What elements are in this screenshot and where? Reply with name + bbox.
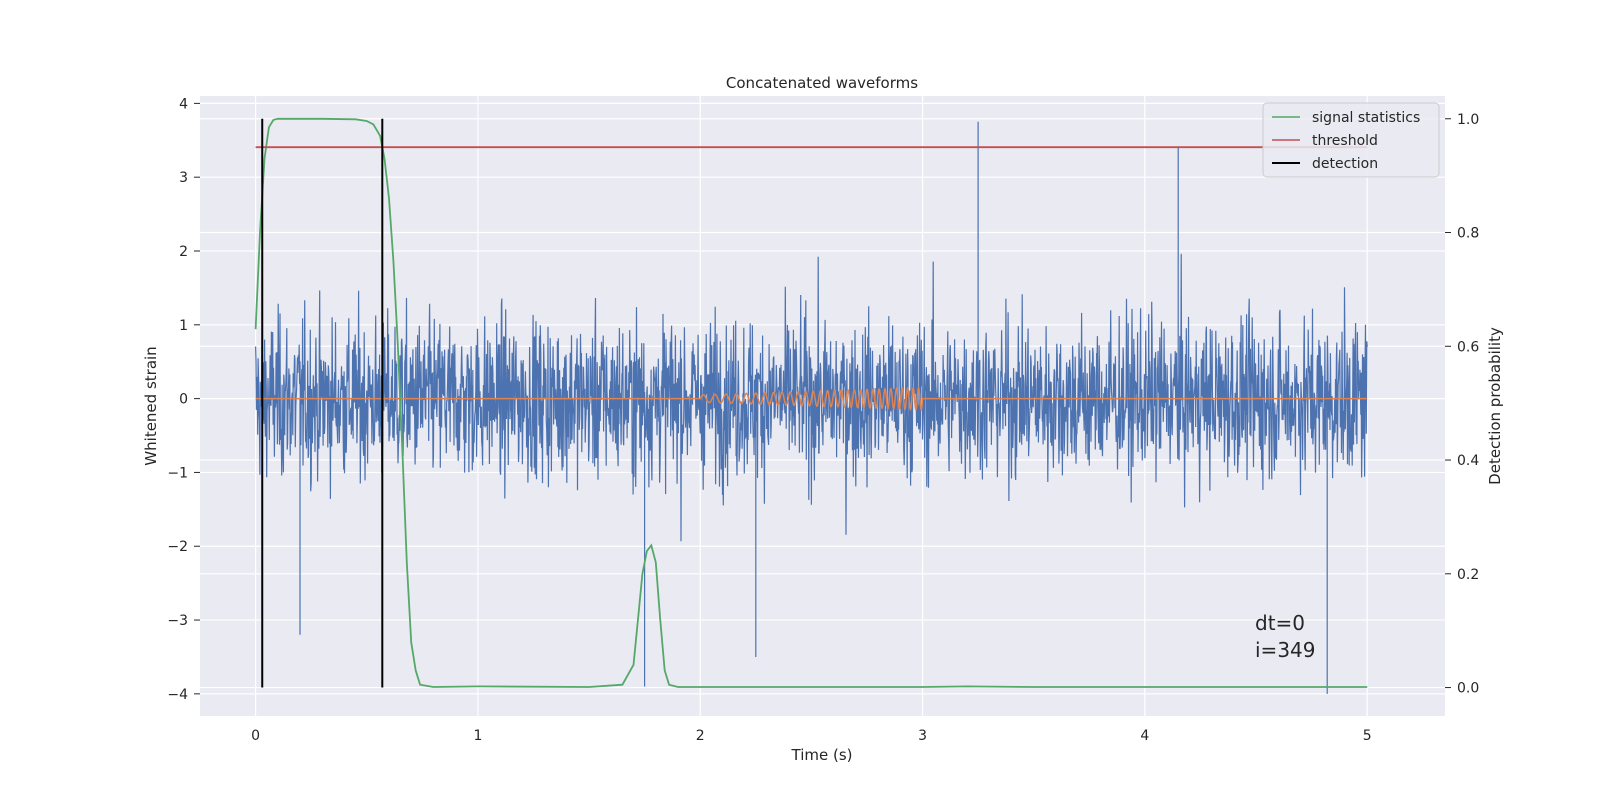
y-tick-label-left: −2 (167, 539, 188, 555)
x-tick-label: 0 (251, 728, 260, 744)
y-tick-label-left: −1 (167, 465, 188, 481)
legend-label-threshold: threshold (1312, 133, 1378, 149)
y-axis-label-right: Detection probability (1486, 327, 1504, 485)
series-layer (254, 117, 1368, 694)
y-tick-label-left: −4 (167, 687, 188, 703)
y-tick-label-left: 1 (179, 318, 188, 334)
y-tick-label-left: 2 (179, 244, 188, 260)
annotation-i: i=349 (1255, 638, 1316, 662)
y-tick-label-right: 0.0 (1457, 681, 1479, 697)
y-tick-label-right: 0.2 (1457, 567, 1479, 583)
y-tick-label-left: 4 (179, 96, 188, 112)
annotation-dt: dt=0 (1255, 611, 1305, 635)
ticks: 0 1 2 3 4 5 −4 −3 −2 −1 0 1 2 3 4 0.0 0.2 0.4 0.6 0.8 1.0 (167, 96, 1479, 744)
y-tick-label-right: 0.4 (1457, 453, 1479, 469)
legend-label-detection: detection (1312, 156, 1378, 172)
y-tick-label-right: 0.6 (1457, 339, 1479, 355)
series-injected-signal (255, 386, 1368, 412)
series-whitened-strain (255, 121, 1368, 694)
y-tick-label-left: 0 (179, 392, 188, 408)
x-tick-label: 3 (918, 728, 927, 744)
y-axis-label-left: Whitened strain (142, 346, 160, 465)
y-tick-label-right: 1.0 (1457, 112, 1479, 128)
y-tick-label-right: 0.8 (1457, 226, 1479, 242)
legend: signal statistics threshold detection (1262, 102, 1440, 178)
x-axis-label: Time (s) (791, 746, 853, 764)
legend-box (1262, 102, 1440, 178)
legend-label-signal-statistics: signal statistics (1312, 110, 1420, 126)
x-tick-label: 4 (1140, 728, 1149, 744)
x-tick-label: 2 (696, 728, 705, 744)
y-tick-label-left: −3 (167, 613, 188, 629)
y-tick-label-left: 3 (179, 170, 188, 186)
x-tick-label: 5 (1363, 728, 1372, 744)
series-signal-statistics (254, 117, 1368, 688)
x-tick-label: 1 (473, 728, 482, 744)
chart-title: Concatenated waveforms (726, 74, 918, 92)
